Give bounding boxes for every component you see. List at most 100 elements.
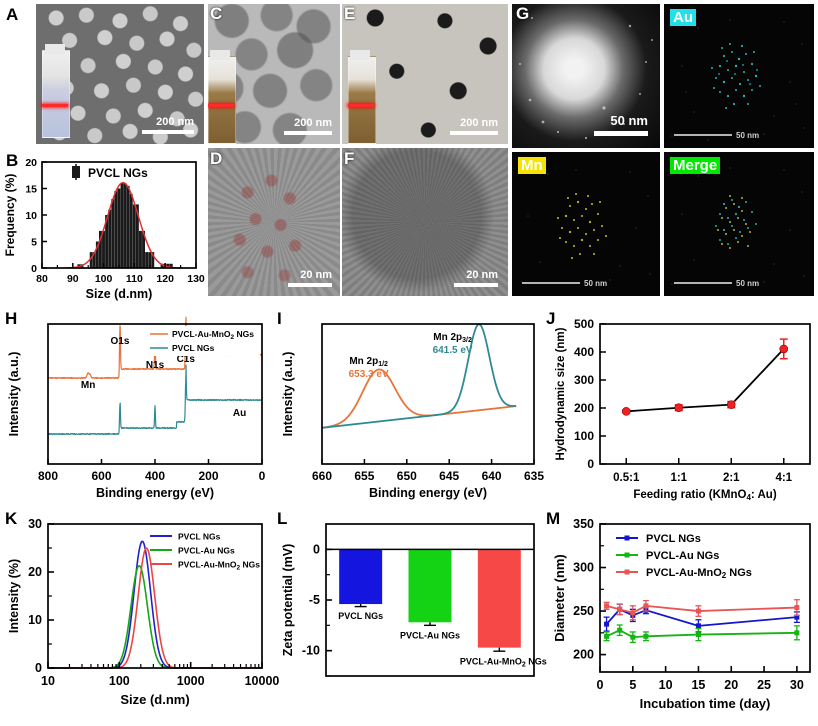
svg-text:0.5:1: 0.5:1 — [613, 472, 640, 484]
svg-text:PVCL-Au-MnO2 NGs: PVCL-Au-MnO2 NGs — [178, 560, 260, 572]
svg-text:30: 30 — [790, 678, 804, 692]
eds-merge-scalebar-label: 50 nm — [736, 279, 759, 288]
svg-text:0: 0 — [313, 542, 320, 556]
svg-text:0: 0 — [259, 469, 266, 483]
panel-e-vial-cap — [350, 50, 370, 60]
svg-text:10: 10 — [659, 678, 673, 692]
svg-text:650: 650 — [397, 469, 417, 483]
svg-text:Size (d.nm): Size (d.nm) — [86, 287, 153, 301]
svg-text:30: 30 — [28, 517, 42, 531]
svg-text:PVCL NGs: PVCL NGs — [338, 611, 383, 621]
svg-text:300: 300 — [574, 373, 594, 387]
svg-text:Diameter (nm): Diameter (nm) — [552, 554, 567, 641]
svg-text:10: 10 — [28, 613, 42, 627]
svg-text:100: 100 — [109, 674, 130, 688]
panel-label-g: G — [516, 5, 529, 22]
svg-text:5: 5 — [629, 678, 636, 692]
eds-map-merge: Merge 50 nm — [664, 152, 814, 296]
svg-text:PVCL-Au-MnO2 NGs: PVCL-Au-MnO2 NGs — [646, 567, 752, 580]
svg-text:130: 130 — [187, 273, 205, 285]
svg-text:200: 200 — [573, 648, 594, 662]
panel-f-hrtem-image: 20 nm — [342, 148, 508, 296]
panel-k-chart: 10 100 1000 10000 0 10 20 30 Size (d.nm) Intensit… — [0, 506, 272, 726]
panel-g-scalebar-label: 50 nm — [610, 113, 648, 128]
panel-b-chart: 80 90 100 110 120 130 0 5 10 15 20 Size (d.nm) Frequ… — [0, 150, 205, 300]
svg-text:Binding energy (eV): Binding energy (eV) — [96, 486, 214, 500]
svg-text:2:1: 2:1 — [723, 472, 740, 484]
panel-label-c: C — [210, 5, 222, 22]
panel-e-tem-image: 200 nm — [342, 4, 508, 144]
panel-f-scalebar-label: 20 nm — [466, 269, 498, 281]
svg-text:Au: Au — [233, 408, 246, 419]
svg-text:Zeta potential (mV): Zeta potential (mV) — [281, 544, 295, 657]
svg-text:PVCL-Au-MnO2 NGs: PVCL-Au-MnO2 NGs — [460, 657, 547, 669]
panel-label-e: E — [344, 5, 355, 22]
panel-label-m: M — [546, 510, 560, 527]
panel-label-i: I — [277, 310, 282, 327]
eds-tag-merge: Merge — [670, 157, 720, 174]
svg-text:Binding energy (eV): Binding energy (eV) — [369, 486, 487, 500]
svg-text:250: 250 — [573, 604, 594, 618]
panel-h-chart: 800 600 400 200 0 Binding energy (eV) Intensit… — [0, 306, 272, 506]
svg-text:641.5 eV: 641.5 eV — [433, 345, 473, 356]
panel-c-vial-cap — [210, 50, 230, 60]
panel-label-b: B — [6, 152, 18, 169]
panel-d-scalebar — [288, 283, 332, 287]
svg-text:15: 15 — [25, 184, 37, 196]
svg-text:600: 600 — [91, 469, 111, 483]
svg-text:0: 0 — [597, 678, 604, 692]
svg-text:90: 90 — [67, 273, 79, 285]
panel-e-scalebar-label: 200 nm — [460, 117, 498, 129]
panel-l-svg: 0 -5 -10 Zeta potential (mV) PVCL NGs PVCL-Au… — [272, 506, 544, 726]
svg-text:100: 100 — [574, 429, 594, 443]
panel-label-j: J — [546, 310, 555, 327]
svg-text:500: 500 — [574, 317, 594, 331]
panel-c-scalebar-label: 200 nm — [294, 117, 332, 129]
panel-e-inset-vial — [348, 56, 376, 144]
svg-text:645: 645 — [439, 469, 459, 483]
panel-a-laser-beam — [42, 104, 68, 107]
panel-j-chart: 0 100 200 300 400 500 0.5:1 1:1 2:1 4:1 Feeding ra… — [544, 306, 818, 506]
panel-f-scalebar — [454, 283, 498, 287]
svg-text:20: 20 — [724, 678, 738, 692]
svg-text:Size (d.nm): Size (d.nm) — [120, 692, 189, 707]
eds-map-mn: Mn 50 nm — [512, 152, 660, 296]
svg-text:400: 400 — [145, 469, 165, 483]
panel-label-f: F — [344, 150, 354, 167]
svg-text:Mn: Mn — [81, 380, 95, 391]
svg-text:4:1: 4:1 — [775, 472, 792, 484]
figure-canvas: A 200 nm C 200 nm D 20 nm E 200 nm F 20 … — [0, 0, 818, 726]
eds-mn-scalebar — [522, 282, 580, 284]
panel-a-inset-vial — [42, 50, 70, 138]
panel-m-svg: 0 5 10 15 20 25 30 200 250 300 350 Incubation time … — [544, 506, 818, 726]
svg-text:PVCL NGs: PVCL NGs — [646, 533, 701, 545]
svg-text:100: 100 — [95, 273, 113, 285]
svg-text:635: 635 — [524, 469, 544, 483]
panel-c-scalebar — [284, 131, 332, 135]
panel-e-laser-beam — [348, 104, 374, 107]
panel-d-scalebar-label: 20 nm — [300, 269, 332, 281]
panel-i-svg: 660 655 650 645 640 635 Binding energy (eV) Int… — [272, 306, 544, 506]
panel-j-svg: 01002003004005000.5:1 1:1 2:1 4:1Feeding ra… — [544, 306, 818, 506]
panel-label-d: D — [210, 150, 222, 167]
svg-text:655: 655 — [354, 469, 374, 483]
svg-text:80: 80 — [36, 273, 48, 285]
svg-text:-5: -5 — [309, 593, 320, 607]
svg-text:660: 660 — [312, 469, 332, 483]
panel-g-scalebar — [594, 131, 648, 136]
svg-text:200: 200 — [574, 401, 594, 415]
svg-text:110: 110 — [126, 273, 143, 285]
svg-text:200: 200 — [198, 469, 218, 483]
svg-text:300: 300 — [573, 561, 594, 575]
svg-text:PVCL-Au NGs: PVCL-Au NGs — [400, 630, 460, 640]
panel-c-inset-vial — [208, 56, 236, 144]
svg-text:10: 10 — [41, 674, 55, 688]
svg-text:800: 800 — [38, 469, 58, 483]
svg-text:PVCL NGs: PVCL NGs — [88, 166, 148, 180]
svg-text:PVCL-Au NGs: PVCL-Au NGs — [178, 546, 235, 556]
svg-text:Intensity (a.u.): Intensity (a.u.) — [281, 352, 295, 437]
svg-text:20: 20 — [25, 157, 37, 169]
panel-e-scalebar — [450, 131, 498, 135]
svg-text:640: 640 — [482, 469, 502, 483]
panel-c-laser-beam — [208, 104, 234, 107]
